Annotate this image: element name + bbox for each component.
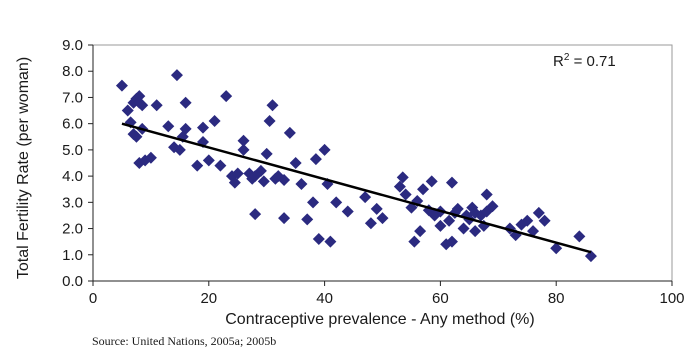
r-squared-value: = 0.71 (569, 53, 615, 70)
data-point (191, 159, 204, 172)
x-tick-label: 80 (548, 290, 565, 307)
data-point (136, 99, 149, 112)
data-point (115, 79, 128, 92)
y-tick-label: 5.0 (62, 142, 83, 159)
x-tick-label: 40 (316, 290, 333, 307)
plot-border (92, 44, 673, 282)
data-point (451, 202, 464, 215)
data-point (278, 174, 291, 187)
data-point (130, 130, 143, 143)
x-tick-label: 60 (432, 290, 449, 307)
y-tick-label: 4.0 (62, 168, 83, 185)
data-point (359, 191, 372, 204)
data-point (179, 122, 192, 135)
data-point (208, 115, 221, 128)
data-point (532, 206, 545, 219)
trendline (121, 122, 592, 254)
data-point (393, 180, 406, 193)
data-point (202, 154, 215, 167)
data-point (150, 99, 163, 112)
data-point (445, 176, 458, 189)
data-point (309, 153, 322, 166)
data-point (237, 143, 250, 156)
data-point (220, 90, 233, 103)
data-point (457, 222, 470, 235)
data-point (173, 143, 186, 156)
data-point (231, 167, 244, 180)
trendline-layer (121, 122, 592, 254)
data-point (170, 69, 183, 82)
data-point (133, 90, 146, 103)
y-tick-label: 3.0 (62, 194, 83, 211)
data-point (341, 205, 354, 218)
data-point (445, 235, 458, 248)
data-point (307, 196, 320, 209)
data-point (443, 214, 456, 227)
data-point (237, 134, 250, 147)
data-point (301, 213, 314, 226)
y-tick-label: 2.0 (62, 221, 83, 238)
data-point (480, 188, 493, 201)
data-point (330, 196, 343, 209)
data-point (197, 121, 210, 134)
data-point (538, 214, 551, 227)
y-tick-label: 0.0 (62, 273, 83, 290)
source-note: Source: United Nations, 2005a; 2005b (92, 334, 277, 348)
data-point (324, 235, 337, 248)
data-point (414, 225, 427, 238)
y-axis-title: Total Fertility Rate (per woman) (15, 57, 32, 279)
r-squared-prefix: R (553, 53, 564, 70)
data-point (376, 212, 389, 225)
data-point (486, 200, 499, 213)
data-point (179, 96, 192, 109)
data-point (408, 235, 421, 248)
data-point (417, 183, 430, 196)
y-tick-label: 9.0 (62, 37, 83, 54)
data-point (364, 217, 377, 230)
x-axis-title: Contraceptive prevalence - Any method (%… (225, 311, 534, 328)
data-point (254, 164, 267, 177)
data-point (260, 147, 273, 160)
data-point (295, 177, 308, 190)
r-squared-superscript: 2 (564, 52, 570, 63)
data-point (214, 159, 227, 172)
axes (92, 45, 672, 282)
y-tick-label: 7.0 (62, 89, 83, 106)
r-squared-annotation: R2 = 0.71 (553, 52, 616, 70)
data-point (144, 151, 157, 164)
data-point (257, 175, 270, 188)
data-point (521, 214, 534, 227)
data-point (425, 175, 438, 188)
data-point (278, 212, 291, 225)
plot-area (92, 44, 673, 282)
data-point (434, 219, 447, 232)
x-tick-label: 100 (659, 290, 684, 307)
data-point (318, 143, 331, 156)
data-point (228, 176, 241, 189)
y-tick-label: 1.0 (62, 247, 83, 264)
data-point (584, 250, 597, 263)
data-point (370, 202, 383, 215)
data-point (121, 104, 134, 117)
tick-labels: 0.0 1.0 2.0 3.0 4.0 5.0 6.0 7.0 8.0 9.0 0 20 40 60 80 1… (62, 37, 684, 307)
y-tick-label: 6.0 (62, 116, 83, 133)
x-tick-label: 20 (200, 290, 217, 307)
data-point (283, 126, 296, 139)
data-point (396, 171, 409, 184)
data-point (469, 225, 482, 238)
data-point (263, 115, 276, 128)
data-point (550, 242, 563, 255)
data-point (399, 188, 412, 201)
data-point (289, 157, 302, 169)
data-point (249, 208, 262, 221)
data-point (162, 120, 175, 133)
data-point (266, 99, 279, 112)
data-point (573, 230, 586, 243)
data-points (115, 69, 597, 263)
y-tick-label: 8.0 (62, 63, 83, 80)
x-tick-label: 0 (89, 290, 97, 307)
data-point (312, 233, 325, 246)
